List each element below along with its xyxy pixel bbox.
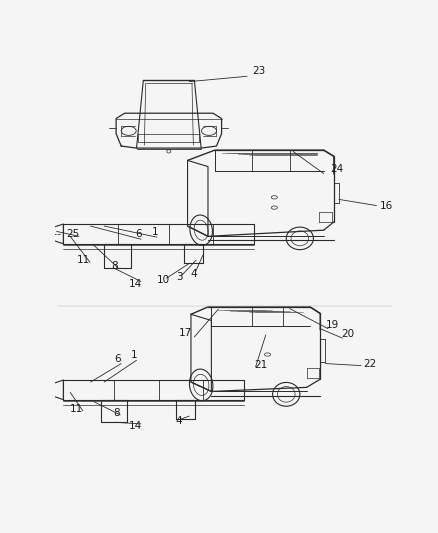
Text: 21: 21 [254, 360, 267, 370]
Text: 8: 8 [111, 261, 117, 271]
Text: 14: 14 [129, 279, 142, 288]
Text: 24: 24 [330, 164, 343, 174]
Text: 20: 20 [340, 329, 353, 339]
Text: 6: 6 [114, 353, 121, 364]
Text: 11: 11 [77, 255, 90, 265]
Text: 8: 8 [113, 408, 119, 418]
Text: 3: 3 [175, 272, 182, 282]
Text: 4: 4 [190, 269, 197, 279]
Text: 4: 4 [175, 416, 181, 426]
Text: 22: 22 [362, 359, 375, 368]
Text: 1: 1 [152, 227, 158, 237]
Text: 11: 11 [69, 403, 82, 414]
Text: 14: 14 [129, 421, 142, 431]
Text: 17: 17 [179, 328, 192, 338]
Text: 25: 25 [66, 229, 79, 239]
Text: 1: 1 [130, 350, 137, 360]
Text: 10: 10 [156, 275, 169, 285]
Text: 19: 19 [325, 320, 338, 329]
Text: 6: 6 [134, 229, 141, 239]
Text: 16: 16 [379, 200, 392, 211]
Text: 23: 23 [252, 66, 265, 76]
